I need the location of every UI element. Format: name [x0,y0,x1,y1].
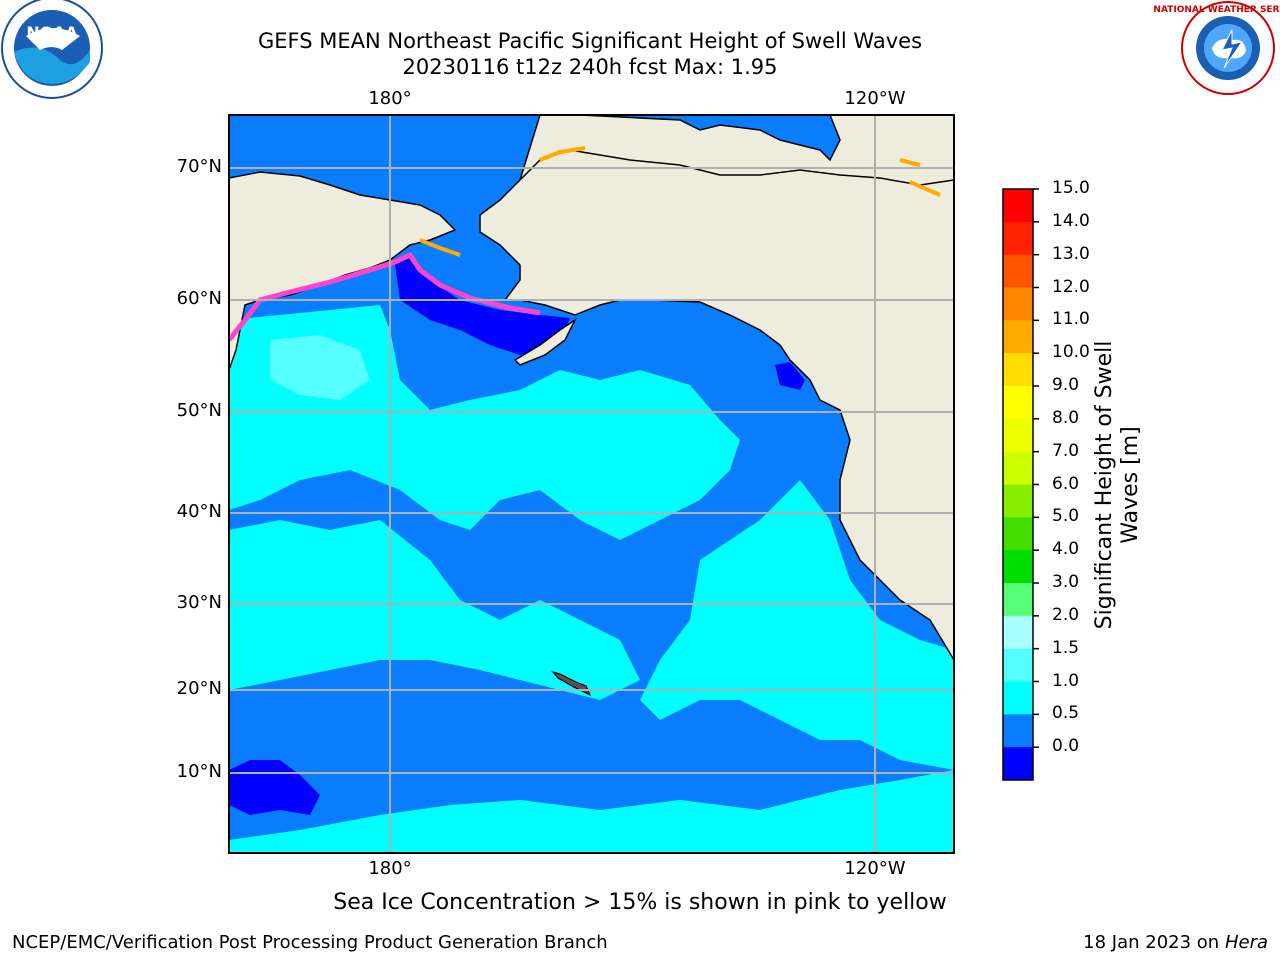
colorbar-tick-label: 7.0 [1052,440,1080,461]
map-subtitle: 20230116 t12z 240h fcst Max: 1.95 [402,55,778,79]
colorbar-tick-label: 14.0 [1052,210,1090,231]
swell-region-light [270,335,370,400]
lat-label-60: 60°N [176,288,222,309]
lon-label-bottom-120w: 120°W [844,858,906,879]
swell-region-south [229,770,954,853]
colorbar-tick-label: 12.0 [1052,276,1090,297]
colorbar-tick-label: 6.0 [1052,473,1080,494]
lat-label-40: 40°N [176,501,222,522]
colorbar-tick-label: 5.0 [1052,506,1080,527]
colorbar-tick-label: 10.0 [1052,342,1090,363]
footer-credit: NCEP/EMC/Verification Post Processing Pr… [12,932,608,953]
calm-region-gulf [395,255,570,355]
colorbar-tick-label: 9.0 [1052,375,1080,395]
footer-date: 18 Jan 2023 on Hera [1083,932,1268,953]
colorbar-title: Significant Height of Swell Waves [m] [1092,340,1143,630]
land-aleutians [513,317,577,366]
map-frame [228,114,955,854]
colorbar-tick-label: 1.0 [1052,670,1080,691]
colorbar-tick-label: 13.0 [1052,243,1090,264]
lon-label-top-120w: 120°W [844,88,906,109]
colorbar-tick-label: 4.0 [1052,539,1080,560]
lat-label-70: 70°N [176,156,222,177]
lon-label-top-180: 180° [368,88,412,109]
sea-ice-edge-yellow [419,146,941,257]
lon-label-bottom-180: 180° [368,858,412,879]
lat-label-20: 20°N [176,678,222,699]
colorbar-tick-label: 0.5 [1052,703,1080,724]
colorbar-tick-label: 11.0 [1052,309,1090,330]
colorbar-tick-label: 15.0 [1052,178,1090,198]
swell-region-central [229,520,640,700]
footer-machine: Hera [1224,932,1268,953]
sea-ice-caption: Sea Ice Concentration > 15% is shown in … [333,890,947,915]
lat-label-10: 10°N [176,761,222,782]
colorbar-tick-label: 0.0 [1052,736,1080,757]
map-field [229,115,954,853]
footer-date-text: 18 Jan 2023 on [1083,932,1225,953]
map-title: GEFS MEAN Northeast Pacific Significant … [257,29,923,53]
land-alaska [479,115,954,662]
calm-region-coast [775,362,805,390]
colorbar-tick-label: 2.0 [1052,604,1080,625]
colorbar-tick-label: 1.5 [1052,637,1080,658]
lat-label-50: 50°N [176,400,222,421]
land-siberia [229,115,457,371]
lat-label-30: 30°N [176,592,222,613]
colorbar-tick-label: 8.0 [1052,407,1080,428]
graticule [229,115,954,853]
colorbar-tick-label: 3.0 [1052,572,1080,592]
